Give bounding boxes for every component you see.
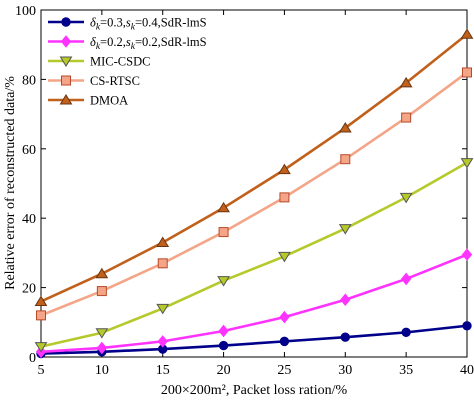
legend-label: CS-RTSC [90,74,140,88]
series-line [40,33,468,303]
data-point [34,295,48,306]
data-point [340,293,351,307]
data-point [95,267,109,279]
data-point [462,321,472,331]
y-tick-label: 20 [22,282,36,297]
legend-label-part: =0.2, [100,35,126,49]
legend-swatch-marker [59,94,73,105]
legend-swatch-marker [61,17,71,27]
legend-label-part: k [96,23,101,33]
data-point [217,276,230,287]
y-tick-label: 0 [29,351,36,366]
data-point [34,342,48,353]
data-point [156,236,170,247]
data-point [96,286,107,297]
series-4 [36,67,472,321]
legend-label-part: k [96,42,101,52]
legend-swatch-marker [61,75,71,86]
series-3 [34,158,474,353]
legend-label: δk=0.3,sk=0.4,SdR-lmS [90,16,207,33]
plot-frame [40,9,468,358]
y-tick-label: 80 [22,73,36,88]
y-tick-label: 60 [22,143,36,158]
x-tick-label: 30 [338,363,352,378]
legend-label-part: =0.3, [100,16,126,30]
legend-item: DMOA [48,94,128,108]
x-tick-label: 5 [38,363,45,378]
series-5 [34,28,474,306]
data-point [218,227,229,238]
x-tick-label: 15 [156,363,170,378]
data-point [338,224,352,235]
data-point [460,158,474,169]
data-point [460,28,474,39]
legend-label-part: =0.2,SdR-lmS [135,35,207,49]
data-point [96,341,108,355]
legend-swatch-marker [60,35,72,48]
data-point [340,154,351,165]
data-point [278,251,291,263]
legend-label: DMOA [90,94,128,108]
x-tick-label: 35 [399,363,413,378]
data-point [218,340,229,351]
data-point [217,201,230,213]
data-point [218,324,229,338]
data-point [338,122,352,133]
x-axis-label: 200×200m², Packet loss ration/% [161,383,348,398]
data-point [156,303,170,315]
data-point [399,192,413,204]
data-point [279,336,290,347]
legend-label-part: k [131,42,136,52]
data-point [461,248,473,261]
series-1 [36,321,472,359]
x-tick-label: 20 [217,363,231,378]
data-point [157,335,168,348]
x-tick-label: 40 [460,363,474,378]
data-point [279,310,290,324]
x-tick-label: 10 [95,363,109,378]
legend-label-part: δ [90,35,96,49]
data-point [401,327,411,338]
y-axis-label: Relative error of reconstructed data/% [3,76,18,290]
data-point [399,76,413,88]
data-point [462,67,472,78]
series-layer [34,28,474,359]
legend-label-part: k [131,23,136,33]
data-point [279,192,290,203]
x-tick-label: 25 [277,363,291,378]
data-point [36,310,46,321]
data-point [278,163,291,175]
legend-label-part: s [126,35,131,49]
series-line [40,253,468,354]
y-tick-label: 100 [15,4,36,19]
legend-item: MIC-CSDC [48,55,150,69]
legend-item: CS-RTSC [48,74,140,88]
data-point [401,112,412,123]
legend-label-part: =0.4,SdR-lmS [135,16,207,30]
legend-label: MIC-CSDC [90,55,150,69]
legend-swatch-marker [59,56,73,67]
axis-ticks: 5 10 15 20 25 30 35 40 0 20 40 60 80 100 [15,4,474,378]
series-2 [35,248,473,359]
series-line [40,161,468,348]
data-point [340,332,350,342]
legend-label-part: δ [90,16,96,30]
data-point [157,258,168,269]
legend: δk=0.3,sk=0.4,SdR-lmSδk=0.2,sk=0.2,SdR-l… [48,16,207,108]
series-line [40,71,468,317]
legend-label-part: s [126,16,131,30]
legend-item: δk=0.2,sk=0.2,SdR-lmS [48,35,207,52]
series-line [40,324,468,355]
legend-label: δk=0.2,sk=0.2,SdR-lmS [90,35,207,52]
data-point [95,328,109,339]
legend-item: δk=0.3,sk=0.4,SdR-lmS [48,16,207,33]
data-point [400,272,412,286]
y-tick-label: 40 [22,212,36,227]
